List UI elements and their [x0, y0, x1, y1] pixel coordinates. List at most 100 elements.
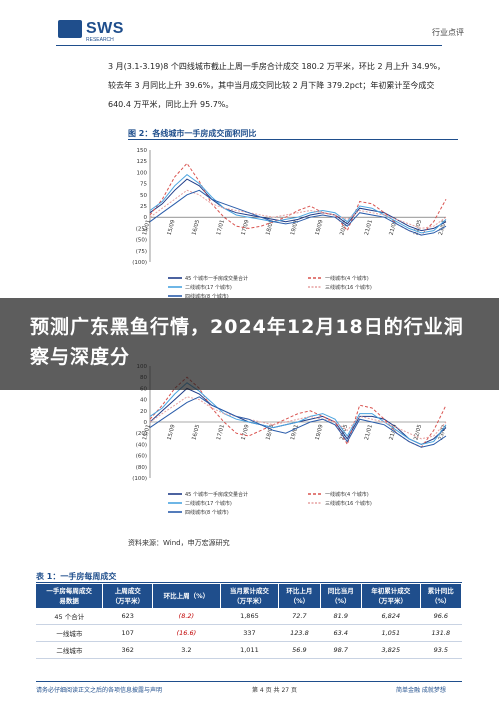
- table-title: 表 1：一手房每周成交: [36, 572, 117, 581]
- header-divider: [56, 45, 442, 46]
- figure-title-divider: [128, 139, 458, 140]
- x-tick-label: 18/05: [265, 423, 275, 440]
- series-line: [149, 173, 447, 234]
- footer-disclaimer: 请务必仔细阅读正文之后的各项信息披露与声明: [36, 687, 163, 694]
- x-tick-label: 17/01: [216, 424, 226, 441]
- table-header-row: 一手房每周成交 易数据 上周成交 （万平米） 环比上周（%） 当月累计成交 （万平米）…: [36, 584, 463, 608]
- table-cell: 3,825: [361, 641, 421, 659]
- legend-label: 一线城市(4 个城市): [325, 491, 369, 498]
- table-header-cell: 同比当月 （%）: [320, 584, 362, 608]
- table-cell: 123.8: [278, 624, 321, 642]
- logo-icon: [58, 20, 82, 38]
- logo-subtext: RESEARCH: [86, 37, 114, 43]
- y-tick-label: (50): [136, 238, 147, 244]
- x-tick-label: 21/09: [389, 423, 399, 440]
- y-tick-label: 20: [140, 409, 147, 415]
- y-tick-label: (25): [136, 226, 147, 232]
- table-cell: 3.2: [152, 641, 221, 659]
- y-tick-label: 0: [144, 420, 148, 426]
- legend-label: 三线城市(16 个城市): [325, 500, 372, 507]
- x-tick-label: 19/01: [290, 424, 300, 441]
- footer-divider: [36, 681, 462, 682]
- y-tick-label: 75: [140, 182, 147, 188]
- table-cell: (16.6): [152, 624, 221, 642]
- page-header: SWS RESEARCH 行业点评: [0, 0, 499, 48]
- weekly-transactions-table: 一手房每周成交 易数据 上周成交 （万平米） 环比上周（%） 当月累计成交 （万平米）…: [36, 584, 463, 659]
- report-type-tag: 行业点评: [432, 28, 464, 37]
- table-cell: 72.7: [278, 608, 321, 625]
- banner-headline: 预测广东黑鱼行情，2024年12月18日的行业洞察与深度分: [30, 316, 464, 368]
- table-cell: (8.2): [152, 608, 221, 625]
- x-tick-label: 16/05: [191, 219, 201, 236]
- y-tick-label: (100): [132, 476, 147, 482]
- table-cell: 一线城市: [36, 624, 103, 642]
- y-tick-label: (60): [136, 454, 147, 460]
- footer-slogan: 简单金融 成就梦想: [396, 687, 446, 694]
- footer-page-number: 第 4 页 共 27 页: [252, 687, 297, 694]
- table-cell: 131.8: [420, 624, 462, 642]
- legend-label: 一线城市(4 个城市): [325, 275, 369, 282]
- line-chart-2: 100806040200(20)(40)(60)(80)(100)15/0115…: [132, 364, 448, 516]
- y-tick-label: (75): [136, 249, 147, 255]
- x-tick-label: 22/05: [413, 219, 423, 236]
- table-header-cell: 一手房每周成交 易数据: [36, 584, 104, 608]
- y-tick-label: (40): [136, 442, 147, 448]
- x-tick-label: 19/01: [290, 219, 300, 236]
- x-tick-label: 21/09: [389, 219, 399, 236]
- table-cell: 6,824: [361, 608, 421, 625]
- table-cell: 1,051: [361, 624, 421, 642]
- x-tick-label: 18/05: [265, 219, 275, 236]
- series-line: [149, 382, 447, 445]
- x-tick-label: 17/01: [216, 219, 226, 236]
- table-cell: 337: [220, 624, 279, 642]
- series-line: [149, 189, 447, 229]
- legend-label: 二线城市(17 个城市): [185, 284, 232, 291]
- table-header-cell: 环比上月 （%）: [278, 584, 321, 608]
- x-tick-label: 23/01: [438, 424, 448, 441]
- legend-label: 二线城市(17 个城市): [185, 500, 232, 507]
- line-chart-1: 150 125 100 75 50 25 0 (25) (50) (75) (100) 15/01 15…: [132, 148, 448, 300]
- x-tick-label: 21/01: [364, 219, 374, 236]
- x-tick-label: 19/09: [315, 219, 325, 236]
- y-tick-label: 25: [140, 204, 147, 210]
- x-tick-label: 17/09: [241, 423, 251, 440]
- series-line: [149, 396, 447, 448]
- table-row: 二线城市 362 3.2 1,011 56.9 98.7 3,825 93.5: [36, 641, 462, 659]
- y-tick-label: 40: [140, 398, 147, 404]
- series-line: [149, 189, 447, 236]
- table-cell: 56.9: [278, 641, 321, 659]
- y-tick-label: 125: [137, 159, 148, 165]
- x-tick-label: 22/05: [413, 423, 423, 440]
- figure-title: 图 2：各线城市一手房成交面积同比: [128, 129, 257, 138]
- y-tick-label: 50: [140, 193, 147, 199]
- table-header-cell: 当月累计成交 （万平米）: [220, 584, 280, 608]
- y-tick-label: (80): [136, 465, 147, 471]
- legend-label: 三线城市(16 个城市): [325, 284, 372, 291]
- table-cell: 1,011: [220, 641, 279, 659]
- y-tick-label: 0: [144, 215, 148, 221]
- figure-source: 资料来源：Wind，申万宏源研究: [128, 539, 230, 547]
- table-cell: 93.5: [420, 641, 462, 659]
- y-tick-label: 100: [137, 170, 148, 176]
- table-header-cell: 环比上周（%）: [152, 584, 221, 608]
- table-cell: 二线城市: [36, 641, 103, 659]
- table-cell: 107: [102, 624, 153, 642]
- y-tick-label: (100): [132, 260, 147, 266]
- table-header-cell: 年初累计成交 （万平米）: [361, 584, 421, 608]
- legend-label: 45 个城市一手房成交量合计: [185, 275, 248, 282]
- overlay-banner: [0, 298, 499, 390]
- y-tick-label: 150: [137, 148, 148, 154]
- legend-label: 45 个城市一手房成交量合计: [185, 491, 248, 498]
- table-title-divider: [36, 582, 462, 583]
- table-cell: 98.7: [320, 641, 362, 659]
- table-cell: 362: [102, 641, 153, 659]
- table-cell: 63.4: [320, 624, 362, 642]
- x-tick-label: 19/09: [315, 423, 325, 440]
- table-row: 45 个合计 623 (8.2) 1,865 72.7 81.9 6,824 96.6: [36, 608, 462, 625]
- table-row: 一线城市 107 (16.6) 337 123.8 63.4 1,051 131.8: [36, 624, 462, 642]
- x-tick-label: 15/01: [142, 424, 152, 441]
- table-cell: 81.9: [320, 608, 362, 625]
- table-cell: 96.6: [420, 608, 462, 625]
- x-tick-label: 15/09: [167, 219, 177, 236]
- table-cell: 623: [102, 608, 153, 625]
